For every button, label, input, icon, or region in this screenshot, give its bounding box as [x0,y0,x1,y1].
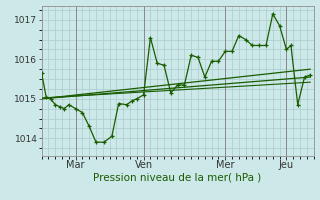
X-axis label: Pression niveau de la mer( hPa ): Pression niveau de la mer( hPa ) [93,173,262,183]
